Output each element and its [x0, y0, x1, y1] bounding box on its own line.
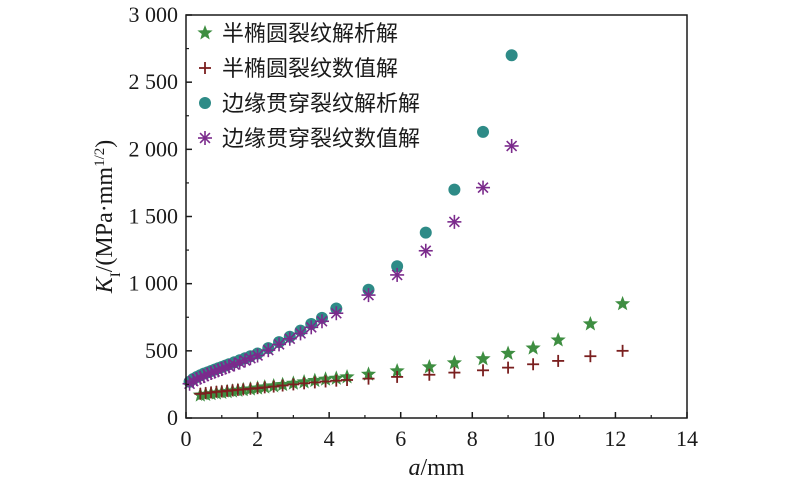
legend-label: 边缘贯穿裂纹数值解: [222, 126, 420, 151]
data-point: [267, 380, 280, 393]
legend-label: 半椭圆裂纹数值解: [222, 56, 398, 81]
data-point: [477, 364, 490, 377]
data-point: [448, 183, 461, 196]
data-point: [475, 350, 491, 366]
data-point: [250, 348, 265, 363]
data-point: [525, 340, 541, 355]
x-axis-ticks: 0 2 4 6 8 10 12 14: [181, 412, 698, 451]
y-tick-label: 3 000: [129, 2, 179, 27]
legend-marker: [199, 62, 211, 74]
data-point: [330, 374, 343, 387]
data-point: [504, 138, 519, 153]
data-point: [614, 295, 631, 311]
x-axis-label-unit: /mm: [420, 455, 464, 481]
y-tick-label: 1 000: [129, 271, 179, 296]
data-point: [361, 288, 376, 303]
data-point: [448, 366, 461, 379]
data-point: [314, 314, 329, 329]
data-point: [298, 377, 311, 390]
y-tick-label: 1 500: [129, 204, 179, 229]
legend-marker: [199, 97, 211, 109]
x-tick-label: 14: [676, 426, 698, 451]
y-axis-label-close: ): [92, 140, 118, 148]
data-point: [446, 354, 462, 370]
x-tick-label: 2: [252, 426, 263, 451]
data-point: [391, 370, 404, 383]
data-point: [282, 331, 297, 346]
y-axis-label-unit: /(MPa·mm: [92, 167, 118, 273]
y-axis-label-sup: 1/2: [92, 148, 108, 167]
data-point: [308, 376, 321, 389]
y-axis-label-italic: K: [92, 275, 118, 294]
data-point: [362, 372, 375, 385]
data-point: [272, 337, 287, 352]
data-point: [391, 260, 404, 273]
data-point: [477, 125, 490, 138]
data-point: [502, 361, 515, 374]
y-tick-label: 2 000: [129, 136, 179, 161]
data-point: [505, 49, 518, 62]
series-1: [194, 344, 629, 400]
data-point: [423, 368, 436, 381]
x-tick-label: 12: [604, 426, 626, 451]
data-point: [341, 373, 354, 386]
data-point: [390, 267, 405, 282]
data-point: [550, 332, 566, 347]
data-point: [419, 226, 432, 239]
data-point: [418, 243, 433, 258]
data-point: [421, 358, 437, 374]
data-point: [582, 315, 598, 331]
data-point: [238, 353, 253, 368]
x-tick-label: 10: [533, 426, 555, 451]
x-axis-label: a/mm: [408, 455, 464, 481]
legend-label: 边缘贯穿裂纹解析解: [222, 91, 420, 116]
data-point: [389, 362, 405, 378]
data-point: [261, 343, 276, 358]
series-3: [182, 138, 519, 391]
y-axis-ticks: 0 500 1 000 1 500 2 000 2 500 3 000: [129, 2, 192, 430]
data-point: [476, 180, 491, 195]
legend-marker: [197, 25, 213, 40]
y-tick-label: 500: [145, 338, 178, 363]
axes: 0 2 4 6 8 10 12 14 0 500 1 000 1 500 2 000 2 500 3 00…: [129, 2, 699, 451]
legend-marker: [198, 131, 212, 145]
x-tick-label: 4: [324, 426, 335, 451]
data-point: [293, 326, 308, 341]
data-point: [329, 306, 344, 321]
data-point: [304, 320, 319, 335]
y-axis-label: KI/(MPa·mm1/2): [92, 140, 124, 295]
y-axis-label-sub: I: [108, 272, 124, 277]
y-tick-label: 0: [167, 405, 178, 430]
data-point: [616, 344, 629, 357]
data-point: [319, 375, 332, 388]
data-point: [287, 378, 300, 391]
x-axis-label-italic: a: [408, 455, 420, 481]
data-point: [500, 345, 516, 360]
data-point: [552, 354, 565, 367]
plot-marks: [182, 49, 631, 402]
legend-label: 半椭圆裂纹解析解: [222, 21, 398, 46]
data-point: [584, 350, 597, 363]
data-point: [447, 214, 462, 229]
x-tick-label: 0: [181, 426, 192, 451]
x-tick-label: 8: [467, 426, 478, 451]
y-tick-label: 2 500: [129, 69, 179, 94]
data-point: [527, 358, 540, 371]
x-tick-label: 6: [395, 426, 406, 451]
data-point: [276, 379, 289, 392]
